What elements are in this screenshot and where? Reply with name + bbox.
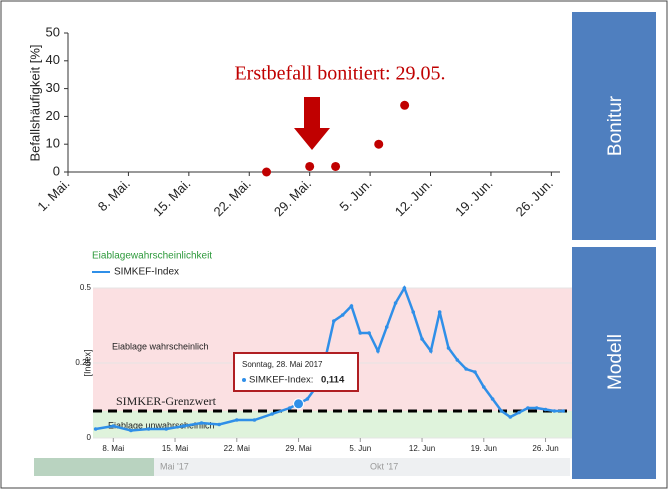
x-tick-label: 26. Jun: [532, 444, 558, 453]
x-tick-label: 5. Jun: [349, 444, 371, 453]
point: [305, 397, 310, 401]
annotation: Erstbefall bonitiert: 29.05.: [234, 63, 445, 85]
tooltip-date: Sonntag, 28. Mai 2017: [242, 360, 323, 369]
point: [164, 427, 169, 431]
panel: [572, 247, 656, 479]
band-label: Eiablage unwahrscheinlich: [108, 420, 215, 430]
panel-label: Modell: [605, 334, 626, 390]
x-tick-label: 15. Mai: [162, 444, 188, 453]
point: [374, 139, 384, 149]
point: [358, 331, 363, 335]
point: [446, 346, 451, 350]
x-tick-label: 22. Mai: [224, 444, 250, 453]
point: [499, 409, 504, 413]
point: [490, 397, 495, 401]
hover-point: [293, 398, 305, 410]
point: [526, 406, 530, 410]
point: [331, 161, 341, 171]
y-tick-label: 0.5: [80, 283, 92, 292]
y-tick-label: 0.25: [75, 358, 91, 367]
point: [287, 406, 292, 410]
point: [411, 310, 416, 314]
tooltip-dot: [242, 378, 246, 382]
point: [305, 161, 315, 171]
band-label: Eiablage wahrscheinlich: [112, 341, 209, 351]
point: [508, 415, 513, 419]
tooltip: [233, 352, 359, 392]
point: [552, 409, 557, 413]
point: [481, 385, 486, 389]
y-axis-label: [Index]: [82, 349, 92, 376]
point: [332, 319, 336, 323]
point: [384, 325, 389, 329]
point: [340, 313, 345, 317]
navigator: [34, 458, 570, 476]
y-tick-label: 50: [46, 24, 60, 39]
y-tick-label: 20: [46, 108, 60, 123]
point: [400, 100, 410, 110]
y-tick-label: 10: [46, 136, 60, 151]
point: [376, 349, 380, 353]
point: [270, 412, 274, 416]
navigator-label: Okt '17: [370, 461, 398, 471]
point: [234, 418, 239, 422]
point: [437, 310, 442, 314]
point: [217, 422, 221, 427]
point: [473, 370, 477, 374]
y-tick-label: 30: [46, 80, 60, 95]
threshold-label: SIMKER-Grenzwert: [116, 394, 217, 408]
y-tick-label: 0: [53, 163, 60, 178]
navigator-label: Mai '17: [160, 461, 189, 471]
point: [146, 427, 151, 431]
tooltip-series: SIMKEF-Index:: [249, 375, 313, 386]
point: [182, 424, 186, 428]
tooltip-value: 0,114: [321, 375, 345, 386]
x-tick-label: 8. Mai: [102, 444, 124, 453]
point: [561, 409, 565, 413]
point: [393, 301, 398, 305]
point: [349, 304, 354, 308]
point: [262, 167, 272, 177]
point: [402, 286, 407, 290]
point: [367, 331, 371, 335]
panel: [572, 12, 656, 240]
arrow: [294, 97, 330, 150]
y-axis-label: Befallshäufigkeit [%]: [27, 44, 42, 161]
point: [429, 349, 433, 353]
point: [199, 421, 204, 425]
y-tick-label: 0: [87, 433, 92, 442]
point: [534, 406, 539, 410]
line-chart: Eiablage wahrscheinlich Eiablage unwahrsc…: [75, 283, 572, 453]
x-tick-label: 29. Mai: [285, 444, 311, 453]
legend-label: SIMKEF-Index: [114, 267, 179, 278]
chart-title: Eiablagewahrscheinlichkeit: [92, 251, 212, 262]
point: [543, 407, 548, 412]
panel-label: Bonitur: [605, 95, 626, 156]
navigator-window[interactable]: [34, 458, 154, 476]
band-low: [93, 411, 572, 438]
point: [517, 410, 521, 415]
point: [420, 337, 424, 341]
x-tick-label: 12. Jun: [409, 444, 435, 453]
y-tick-label: 40: [46, 52, 60, 67]
point: [111, 424, 116, 428]
point: [464, 367, 468, 371]
point: [129, 428, 133, 433]
point: [455, 358, 460, 362]
point: [252, 418, 257, 422]
x-tick-label: 19. Jun: [471, 444, 497, 453]
point: [93, 427, 98, 431]
